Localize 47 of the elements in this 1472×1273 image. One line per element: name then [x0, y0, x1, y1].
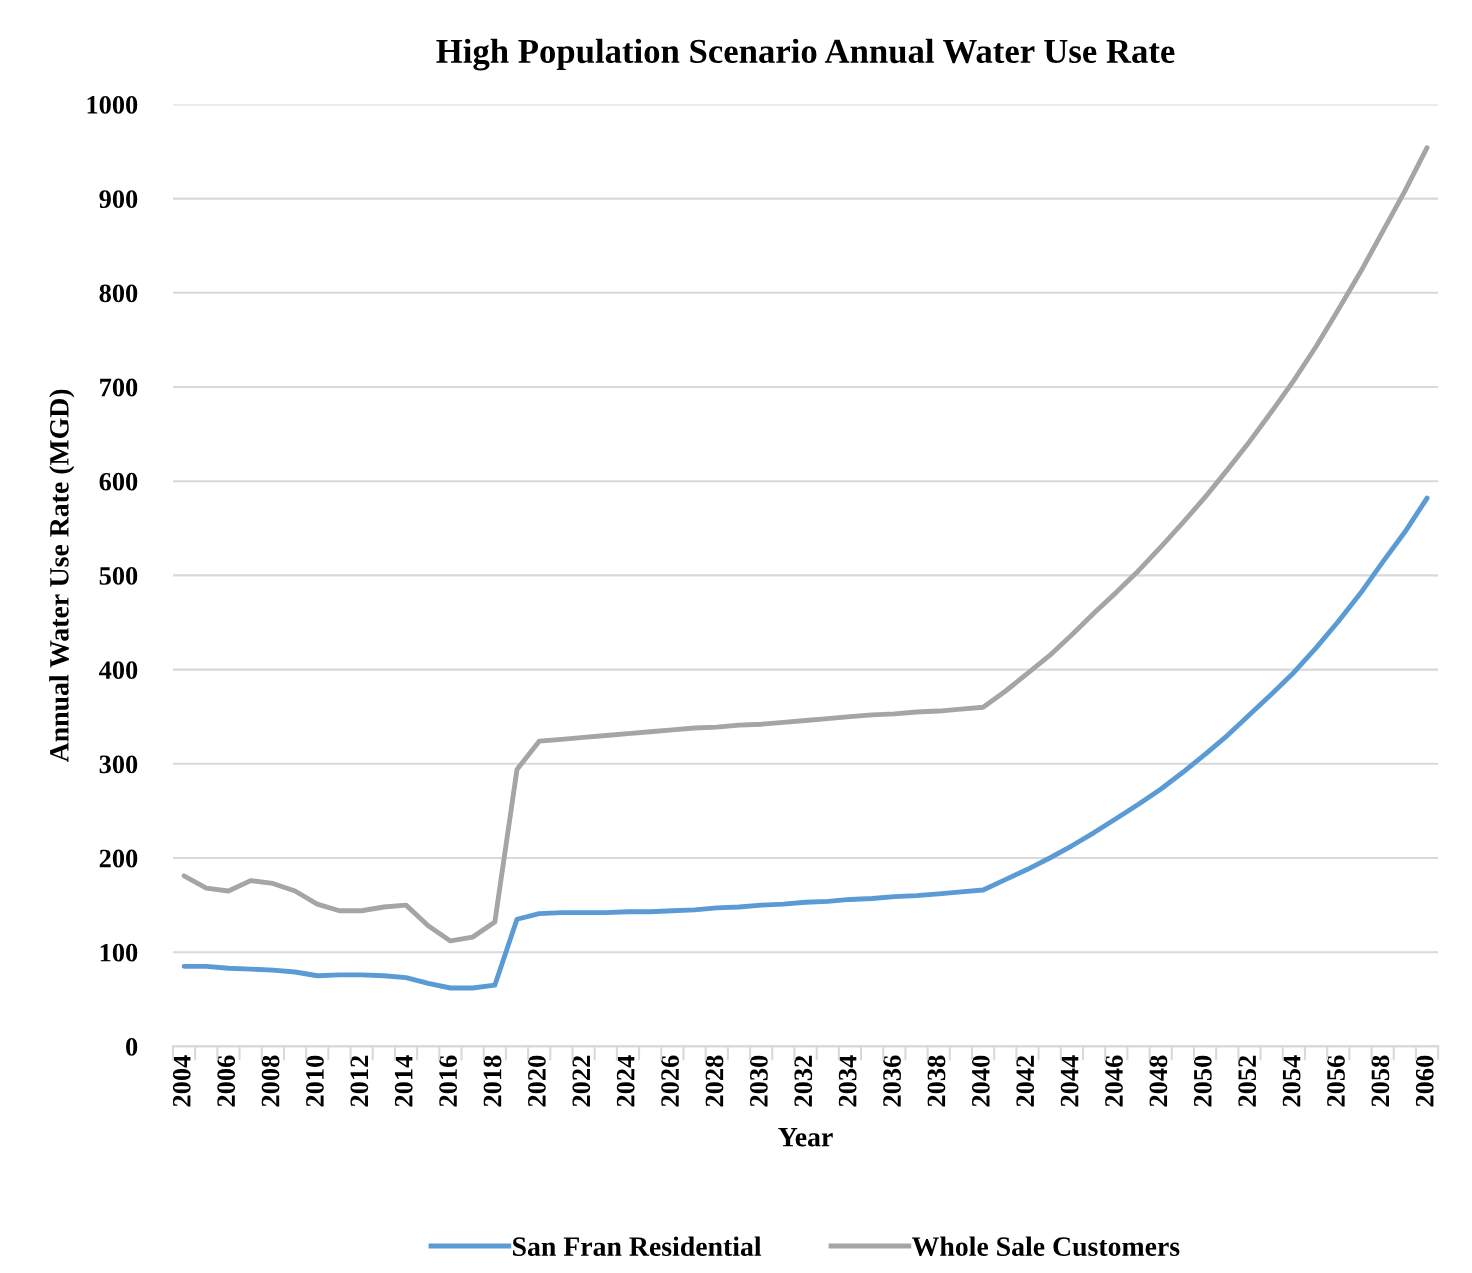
x-tick-label: 2004	[172, 1055, 191, 1107]
x-tick-label: 2050	[1193, 1055, 1212, 1107]
x-tick-label: 2026	[661, 1055, 679, 1107]
y-tick-label: 100	[100, 943, 138, 962]
x-tick-label: 2008	[261, 1055, 280, 1107]
x-tick-label: 2038	[927, 1055, 946, 1107]
x-tick-label: 2034	[838, 1055, 857, 1107]
x-tick-label: 2010	[306, 1055, 324, 1107]
y-tick-label: 500	[99, 567, 138, 585]
x-tick-label: 2006	[217, 1055, 236, 1107]
x-tick-label: 2028	[705, 1055, 724, 1107]
x-tick-label: 2042	[1016, 1055, 1035, 1107]
x-tick-label: 2046	[1105, 1055, 1123, 1107]
y-axis-title: Annual Water Use Rate (MGD)	[49, 389, 75, 763]
x-tick-label: 2014	[394, 1055, 413, 1107]
x-tick-label: 2048	[1149, 1055, 1168, 1107]
x-tick-label: 2056	[1327, 1055, 1345, 1107]
x-tick-label: 2012	[350, 1055, 369, 1107]
y-tick-label: 300	[99, 755, 138, 774]
y-tick-label: 700	[100, 378, 138, 397]
x-tick-label: 2040	[971, 1055, 990, 1107]
y-tick-label: 400	[99, 661, 138, 680]
x-tick-label: 2018	[483, 1055, 502, 1107]
chart-title: High Population Scenario Annual Water Use Rate	[436, 38, 1175, 71]
y-tick-label: 200	[99, 849, 138, 868]
line-series	[181, 495, 1430, 991]
x-tick-label: 2052	[1238, 1055, 1257, 1107]
x-axis-title: Year	[778, 1128, 833, 1147]
x-tick-label: 2060	[1415, 1055, 1434, 1107]
y-tick-label: 600	[99, 472, 138, 491]
x-tick-label: 2032	[794, 1055, 813, 1107]
x-tick-label: 2030	[749, 1055, 768, 1107]
x-tick-label: 2022	[572, 1055, 591, 1107]
x-tick-label: 2024	[616, 1055, 635, 1107]
line-series	[181, 145, 1430, 944]
x-tick-label: 2016	[439, 1055, 458, 1107]
legend-label: San Fran Residential	[513, 1236, 762, 1256]
y-tick-label: 900	[99, 190, 138, 208]
x-tick-label: 2054	[1282, 1055, 1301, 1107]
y-tick-label: 800	[99, 284, 138, 303]
x-tick-label: 2020	[527, 1055, 546, 1107]
x-tick-label: 2058	[1371, 1055, 1390, 1107]
x-tick-label: 2036	[883, 1055, 901, 1107]
x-tick-label: 2044	[1060, 1055, 1079, 1107]
legend-label: Whole Sale Customers	[911, 1236, 1180, 1257]
y-tick-label: 1000	[87, 95, 138, 114]
y-tick-label: 0	[126, 1038, 138, 1056]
